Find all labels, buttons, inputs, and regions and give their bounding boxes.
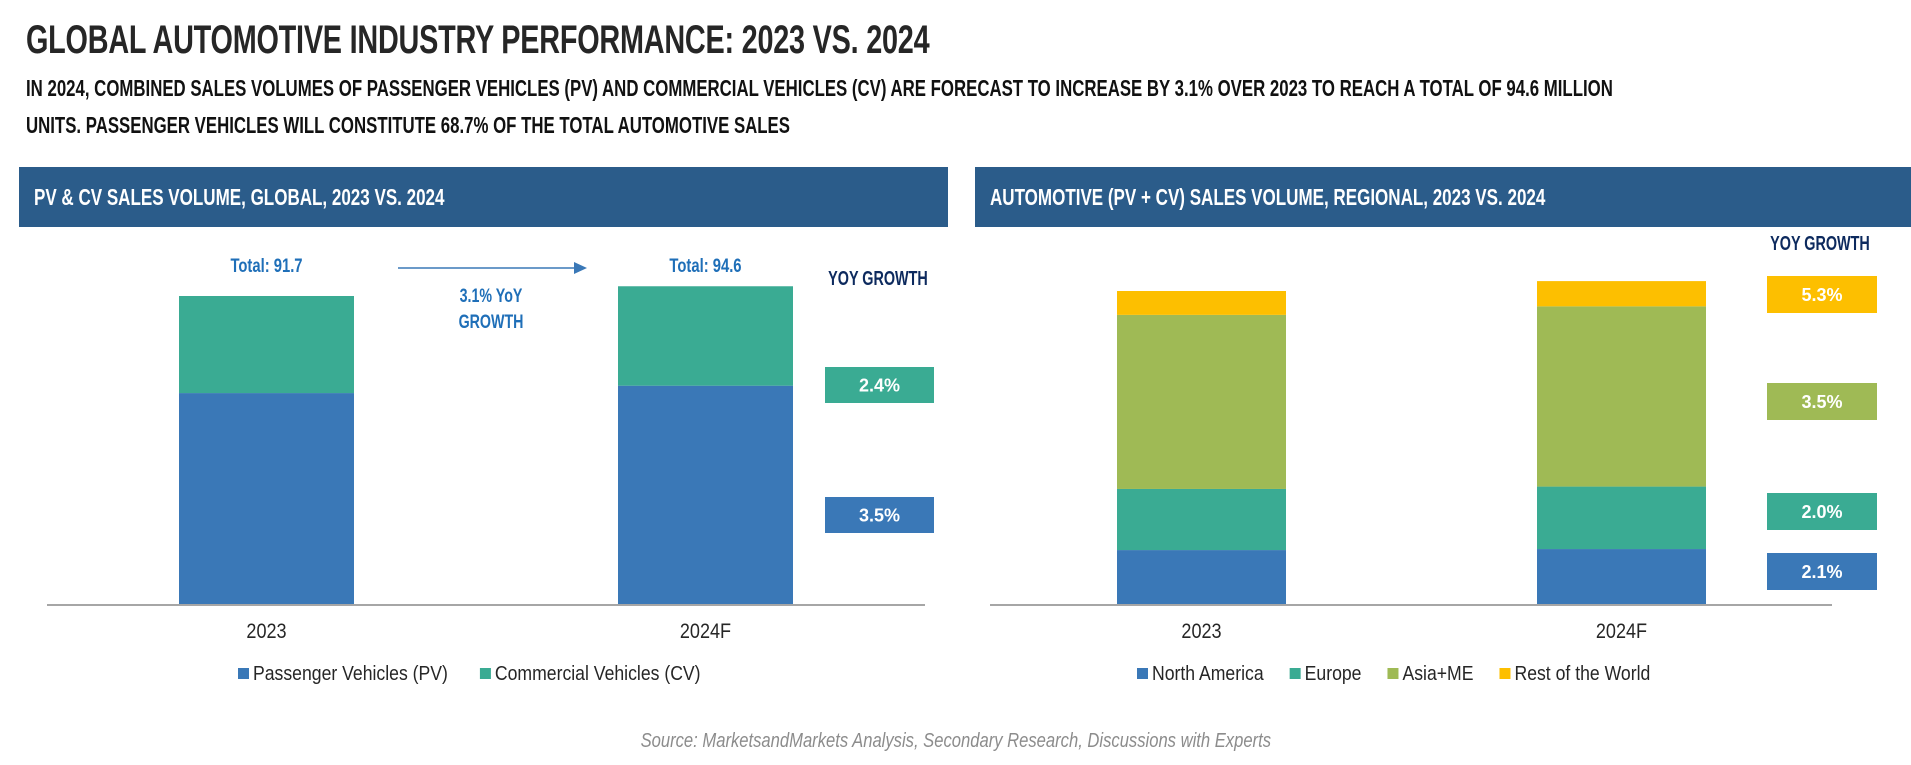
global-bar-2023-passenger-vehicles-pv (179, 393, 354, 604)
page-subtitle: IN 2024, COMBINED SALES VOLUMES OF PASSE… (26, 70, 1613, 144)
growth-annotation-line-2: GROWTH (459, 311, 524, 332)
regional-legend-label: North America (1152, 663, 1264, 686)
regional-bar-2023-europe (1117, 488, 1286, 551)
global-legend-label: Commercial Vehicles (CV) (495, 663, 701, 686)
global-x-tick-label: 2024F (680, 620, 731, 644)
regional-x-tick-label: 2023 (1181, 620, 1221, 644)
regional-legend-label: Rest of the World (1514, 663, 1650, 686)
regional-legend-swatch (1137, 668, 1148, 679)
regional-legend-swatch (1499, 668, 1511, 679)
regional-yoy-box (1767, 383, 1877, 420)
global-legend-swatch (479, 668, 491, 679)
global-legend-swatch (238, 668, 249, 679)
regional-yoy-value: 2.1% (1801, 562, 1842, 582)
global-x-tick-label: 2023 (246, 620, 286, 644)
global-bar-2023-commercial-vehicles-cv (179, 296, 354, 394)
global-total-label: Total: 91.7 (230, 255, 302, 276)
regional-bar-2023-rest-of-the-world (1117, 291, 1286, 315)
source-note: Source: MarketsandMarkets Analysis, Seco… (0, 730, 1911, 753)
page-title: GLOBAL AUTOMOTIVE INDUSTRY PERFORMANCE: … (26, 18, 930, 62)
regional-bar-2024f-north-america (1537, 549, 1706, 604)
global-yoy-title: YOY GROWTH (828, 267, 928, 290)
regional-yoy-box (1767, 493, 1877, 530)
source-text: Source: MarketsandMarkets Analysis, Seco… (640, 730, 1271, 752)
regional-legend-swatch (1387, 668, 1399, 679)
global-legend-label: Passenger Vehicles (PV) (253, 663, 448, 686)
global-yoy-box (825, 497, 934, 533)
regional-bar-2024f-rest-of-the-world (1537, 281, 1706, 307)
regional-bar-2024f-asia-me (1537, 306, 1706, 487)
regional-yoy-value: 5.3% (1801, 285, 1842, 305)
regional-yoy-box (1767, 553, 1877, 590)
regional-yoy-box (1767, 276, 1877, 313)
regional-chart-header: AUTOMOTIVE (PV + CV) SALES VOLUME, REGIO… (975, 167, 1911, 227)
regional-x-tick-label: 2024F (1596, 620, 1647, 644)
regional-yoy-value: 3.5% (1801, 392, 1842, 412)
global-total-label: Total: 94.6 (669, 255, 741, 276)
subtitle-line-2: UNITS. PASSENGER VEHICLES WILL CONSTITUT… (26, 112, 790, 138)
regional-legend-swatch (1289, 668, 1301, 679)
global-yoy-value: 3.5% (859, 506, 900, 526)
regional-yoy-value: 2.0% (1801, 502, 1842, 522)
subtitle-line-1: IN 2024, COMBINED SALES VOLUMES OF PASSE… (26, 75, 1613, 101)
global-chart-header: PV & CV SALES VOLUME, GLOBAL, 2023 VS. 2… (19, 167, 948, 227)
global-bar-2024f-passenger-vehicles-pv (618, 385, 793, 604)
global-yoy-box (825, 367, 934, 403)
regional-legend-label: Europe (1305, 663, 1362, 686)
regional-chart-title: AUTOMOTIVE (PV + CV) SALES VOLUME, REGIO… (990, 184, 1546, 210)
global-chart-title: PV & CV SALES VOLUME, GLOBAL, 2023 VS. 2… (34, 184, 445, 210)
global-yoy-value: 2.4% (859, 376, 900, 396)
regional-bar-2023-asia-me (1117, 314, 1286, 489)
regional-legend-label: Asia+ME (1402, 663, 1473, 686)
regional-yoy-title: YOY GROWTH (1770, 232, 1870, 255)
regional-bar-2023-north-america (1117, 550, 1286, 604)
growth-arrow-icon (574, 262, 587, 274)
growth-annotation-line-1: 3.1% YoY (460, 285, 523, 306)
regional-bar-2024f-europe (1537, 486, 1706, 550)
global-bar-2024f-commercial-vehicles-cv (618, 286, 793, 386)
